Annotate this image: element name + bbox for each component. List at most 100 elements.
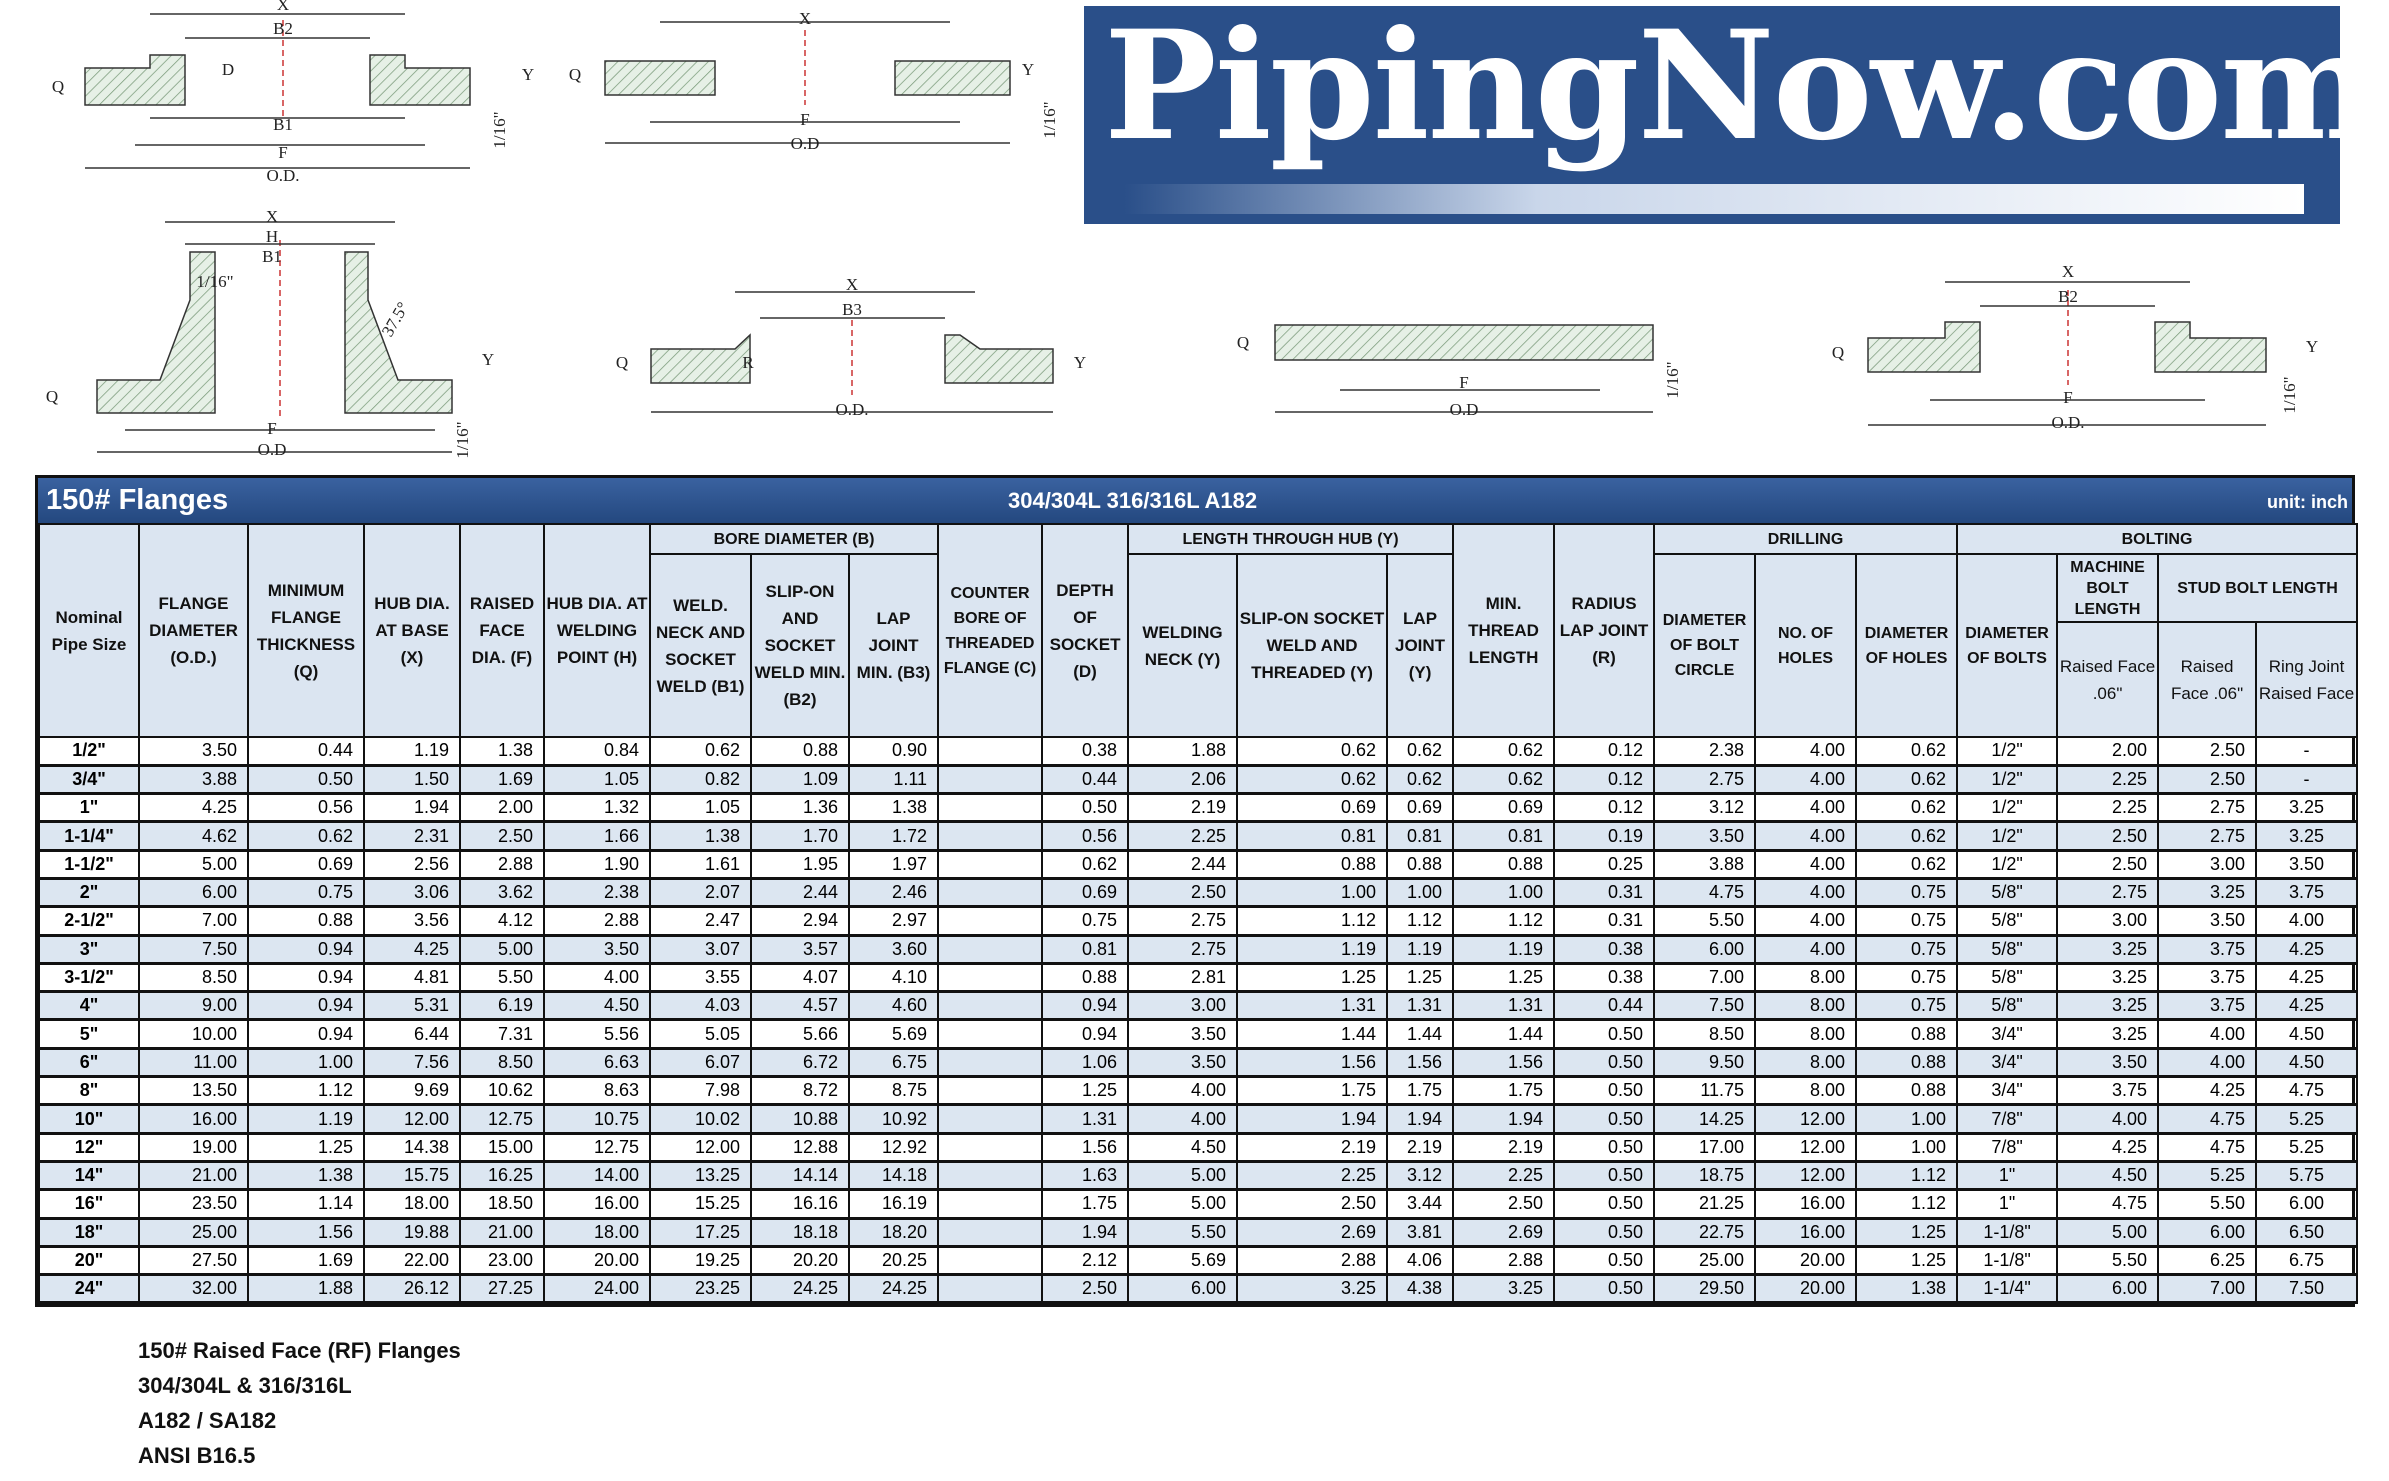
table-cell: 10.62 <box>459 1076 545 1107</box>
table-cell: 18.75 <box>1653 1161 1757 1192</box>
table-cell: 1" <box>1956 1161 2059 1192</box>
table-cell: 2.50 <box>1236 1189 1389 1220</box>
table-cell: 5.50 <box>459 963 545 994</box>
table-cell: 4.00 <box>1754 737 1858 767</box>
table-cell: 0.50 <box>1553 1133 1656 1163</box>
table-cell: 2.19 <box>1236 1133 1389 1163</box>
table-cell: 3.25 <box>2056 991 2160 1022</box>
table-cell: 12.00 <box>363 1104 461 1135</box>
table-row: 6" 11.00 1.00 7.56 8.50 6.63 6.07 6.72 6.75 1.06 3… <box>38 1048 2359 1079</box>
table-cell: 1.75 <box>1386 1076 1455 1107</box>
label-b1: B1 <box>262 247 282 266</box>
table-row: 14" 21.00 1.38 15.75 16.25 14.00 13.25 14.14 14.… <box>38 1161 2359 1192</box>
table-cell: 2.88 <box>1236 1246 1389 1277</box>
table-cell: 2.75 <box>1127 935 1239 965</box>
notes: 150# Raised Face (RF) Flanges 304/304L &… <box>138 1333 461 1473</box>
table-cell: 27.25 <box>459 1274 545 1305</box>
table-cell: 2.25 <box>2056 793 2160 824</box>
table-cell: 6.50 <box>2255 1218 2359 1248</box>
table-cell: 22.00 <box>363 1246 461 1277</box>
table-cell: 4.12 <box>459 906 545 937</box>
table-cell: 1.38 <box>1855 1274 1959 1305</box>
table-cell: 16.25 <box>459 1161 545 1192</box>
table-cell: 1.31 <box>1452 991 1556 1022</box>
table-cell: 0.88 <box>1855 1019 1959 1050</box>
note-line: ANSI B16.5 <box>138 1443 256 1468</box>
table-cell: 0.62 <box>1236 737 1389 767</box>
table-cell: 2.56 <box>363 850 461 881</box>
table-cell: 2.38 <box>543 878 651 909</box>
cell-pipe-size: 1/2" <box>38 737 140 767</box>
table-cell: 3.25 <box>2056 935 2160 965</box>
table-cell: 1.14 <box>247 1189 365 1220</box>
table-cell: 1.12 <box>1236 906 1389 937</box>
table-cell: 13.25 <box>649 1161 752 1192</box>
table-cell <box>937 1274 1044 1305</box>
table-cell: 3.50 <box>1653 821 1757 852</box>
table-cell: 2.69 <box>1236 1218 1389 1248</box>
table-cell: 0.62 <box>247 821 365 852</box>
table-cell: 1.12 <box>1386 906 1455 937</box>
label-od: O.D. <box>266 166 299 185</box>
table-cell: 2.19 <box>1452 1133 1556 1163</box>
table-cell: 2.81 <box>1127 963 1239 994</box>
table-cell: 1.38 <box>847 793 940 824</box>
header-y-slip: SLIP-ON SOCKET WELD AND THREADED (Y) <box>1236 553 1389 738</box>
table-cell: 0.62 <box>1452 765 1556 796</box>
table-cell: 0.12 <box>1553 737 1656 767</box>
table-cell: 1.66 <box>543 821 651 852</box>
table-cell: 1.69 <box>459 765 545 796</box>
table-cell: 1.25 <box>1236 963 1389 994</box>
table-cell: 7.00 <box>1653 963 1757 994</box>
table-cell: 4.25 <box>2255 991 2359 1022</box>
table-cell: 2.44 <box>1127 850 1239 881</box>
table-cell: 23.25 <box>649 1274 752 1305</box>
table-cell: 14.25 <box>1653 1104 1757 1135</box>
table-cell: 12.00 <box>1754 1133 1858 1163</box>
table-cell: 4.25 <box>2255 963 2359 994</box>
table-cell: 4.00 <box>1754 878 1858 909</box>
table-cell: 0.12 <box>1553 793 1656 824</box>
table-cell: 1.00 <box>247 1048 365 1079</box>
table-cell: 4.25 <box>2056 1133 2160 1163</box>
table-cell: 1/2" <box>1956 850 2059 881</box>
table-cell: 2.06 <box>1127 765 1239 796</box>
table-cell: 23.00 <box>459 1246 545 1277</box>
table-cell: 4.00 <box>2056 1104 2160 1135</box>
table-cell: 2.44 <box>750 878 850 909</box>
header-stud-rf: Raised Face .06" <box>2157 621 2258 738</box>
table-cell: 3.50 <box>1127 1048 1239 1079</box>
cell-pipe-size: 3" <box>38 935 140 965</box>
lap-joint-flange-drawing <box>650 291 1054 413</box>
table-cell: 0.75 <box>1041 906 1130 937</box>
cell-pipe-size: 4" <box>38 991 140 1022</box>
cell-pipe-size: 1" <box>38 793 140 824</box>
blind-flange-drawing <box>1274 324 1654 413</box>
table-cell: 1.50 <box>363 765 461 796</box>
table-cell: 13.50 <box>138 1076 249 1107</box>
table-cell: 6.75 <box>2255 1246 2359 1277</box>
table-cell: 3/4" <box>1956 1076 2059 1107</box>
table-cell: 5.69 <box>847 1019 940 1050</box>
table-cell: 4.00 <box>543 963 651 994</box>
header-bolt-dia: DIAMETER OF BOLTS <box>1956 553 2059 738</box>
table-cell <box>937 1189 1044 1220</box>
cell-pipe-size: 24" <box>38 1274 140 1305</box>
table-cell: 0.62 <box>649 737 752 767</box>
label-od: O.D <box>258 440 287 459</box>
table-cell: 2.69 <box>1452 1218 1556 1248</box>
table-cell: 21.25 <box>1653 1189 1757 1220</box>
cell-pipe-size: 20" <box>38 1246 140 1277</box>
table-cell: 1.25 <box>1041 1076 1130 1107</box>
table-cell: 1.94 <box>363 793 461 824</box>
table-cell: 8.50 <box>138 963 249 994</box>
table-cell: 0.38 <box>1041 737 1130 767</box>
table-cell: - <box>2255 737 2359 767</box>
table-cell: 5/8" <box>1956 935 2059 965</box>
table-cell: 0.88 <box>247 906 365 937</box>
table-cell: 2.47 <box>649 906 752 937</box>
table-cell <box>937 1048 1044 1079</box>
table-cell: 3.60 <box>847 935 940 965</box>
table-cell: 0.81 <box>1452 821 1556 852</box>
table-cell: 0.50 <box>1553 1274 1656 1305</box>
